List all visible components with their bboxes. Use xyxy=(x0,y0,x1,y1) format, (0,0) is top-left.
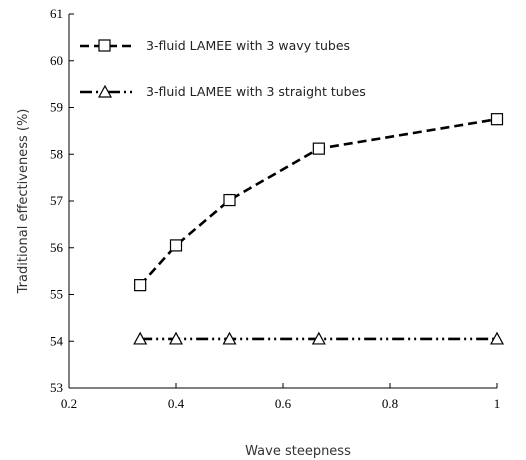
legend-label-straight: 3-fluid LAMEE with 3 straight tubes xyxy=(146,84,366,99)
series-line-1 xyxy=(139,117,498,287)
legend-marker-square xyxy=(98,39,111,52)
data-point-triangle xyxy=(168,331,184,345)
x-ticks: 0.2 0.4 0.6 0.8 1 xyxy=(61,383,500,411)
data-point-square xyxy=(223,193,236,207)
y-axis-label: Traditional effectiveness (%) xyxy=(16,109,31,295)
legend-label-wavy: 3-fluid LAMEE with 3 wavy tubes xyxy=(146,38,350,53)
data-point-square xyxy=(312,142,325,155)
x-tick-label: 0.4 xyxy=(168,396,185,411)
y-tick-label: 57 xyxy=(50,193,64,208)
x-tick-label: 1 xyxy=(494,396,501,411)
y-tick-label: 58 xyxy=(50,146,63,161)
y-tick-label: 54 xyxy=(50,333,64,348)
x-tick-label: 0.2 xyxy=(61,396,77,411)
series-markers xyxy=(133,113,505,345)
y-ticks: 53 54 55 56 57 58 59 60 61 xyxy=(50,6,74,395)
legend: 3-fluid LAMEE with 3 wavy tubes 3-fluid … xyxy=(80,38,366,99)
legend-marker-triangle xyxy=(97,84,113,98)
data-point-triangle xyxy=(222,331,237,345)
x-tick-label: 0.6 xyxy=(275,396,292,411)
data-point-square xyxy=(490,113,504,126)
y-tick-label: 53 xyxy=(50,380,63,395)
y-tick-label: 55 xyxy=(50,287,63,302)
y-tick-label: 61 xyxy=(50,6,63,21)
data-point-square xyxy=(134,279,147,292)
y-tick-label: 59 xyxy=(50,100,63,115)
x-axis-label: Wave steepness xyxy=(245,444,351,459)
legend-item-straight: 3-fluid LAMEE with 3 straight tubes xyxy=(80,84,366,99)
y-tick-label: 60 xyxy=(50,53,63,68)
data-point-square xyxy=(169,239,183,252)
data-point-triangle xyxy=(489,331,505,345)
data-point-triangle xyxy=(133,331,148,345)
legend-item-wavy: 3-fluid LAMEE with 3 wavy tubes xyxy=(80,38,350,53)
y-tick-label: 56 xyxy=(50,240,64,255)
data-point-triangle xyxy=(311,331,326,345)
axes xyxy=(68,14,497,389)
x-tick-label: 0.8 xyxy=(382,396,398,411)
